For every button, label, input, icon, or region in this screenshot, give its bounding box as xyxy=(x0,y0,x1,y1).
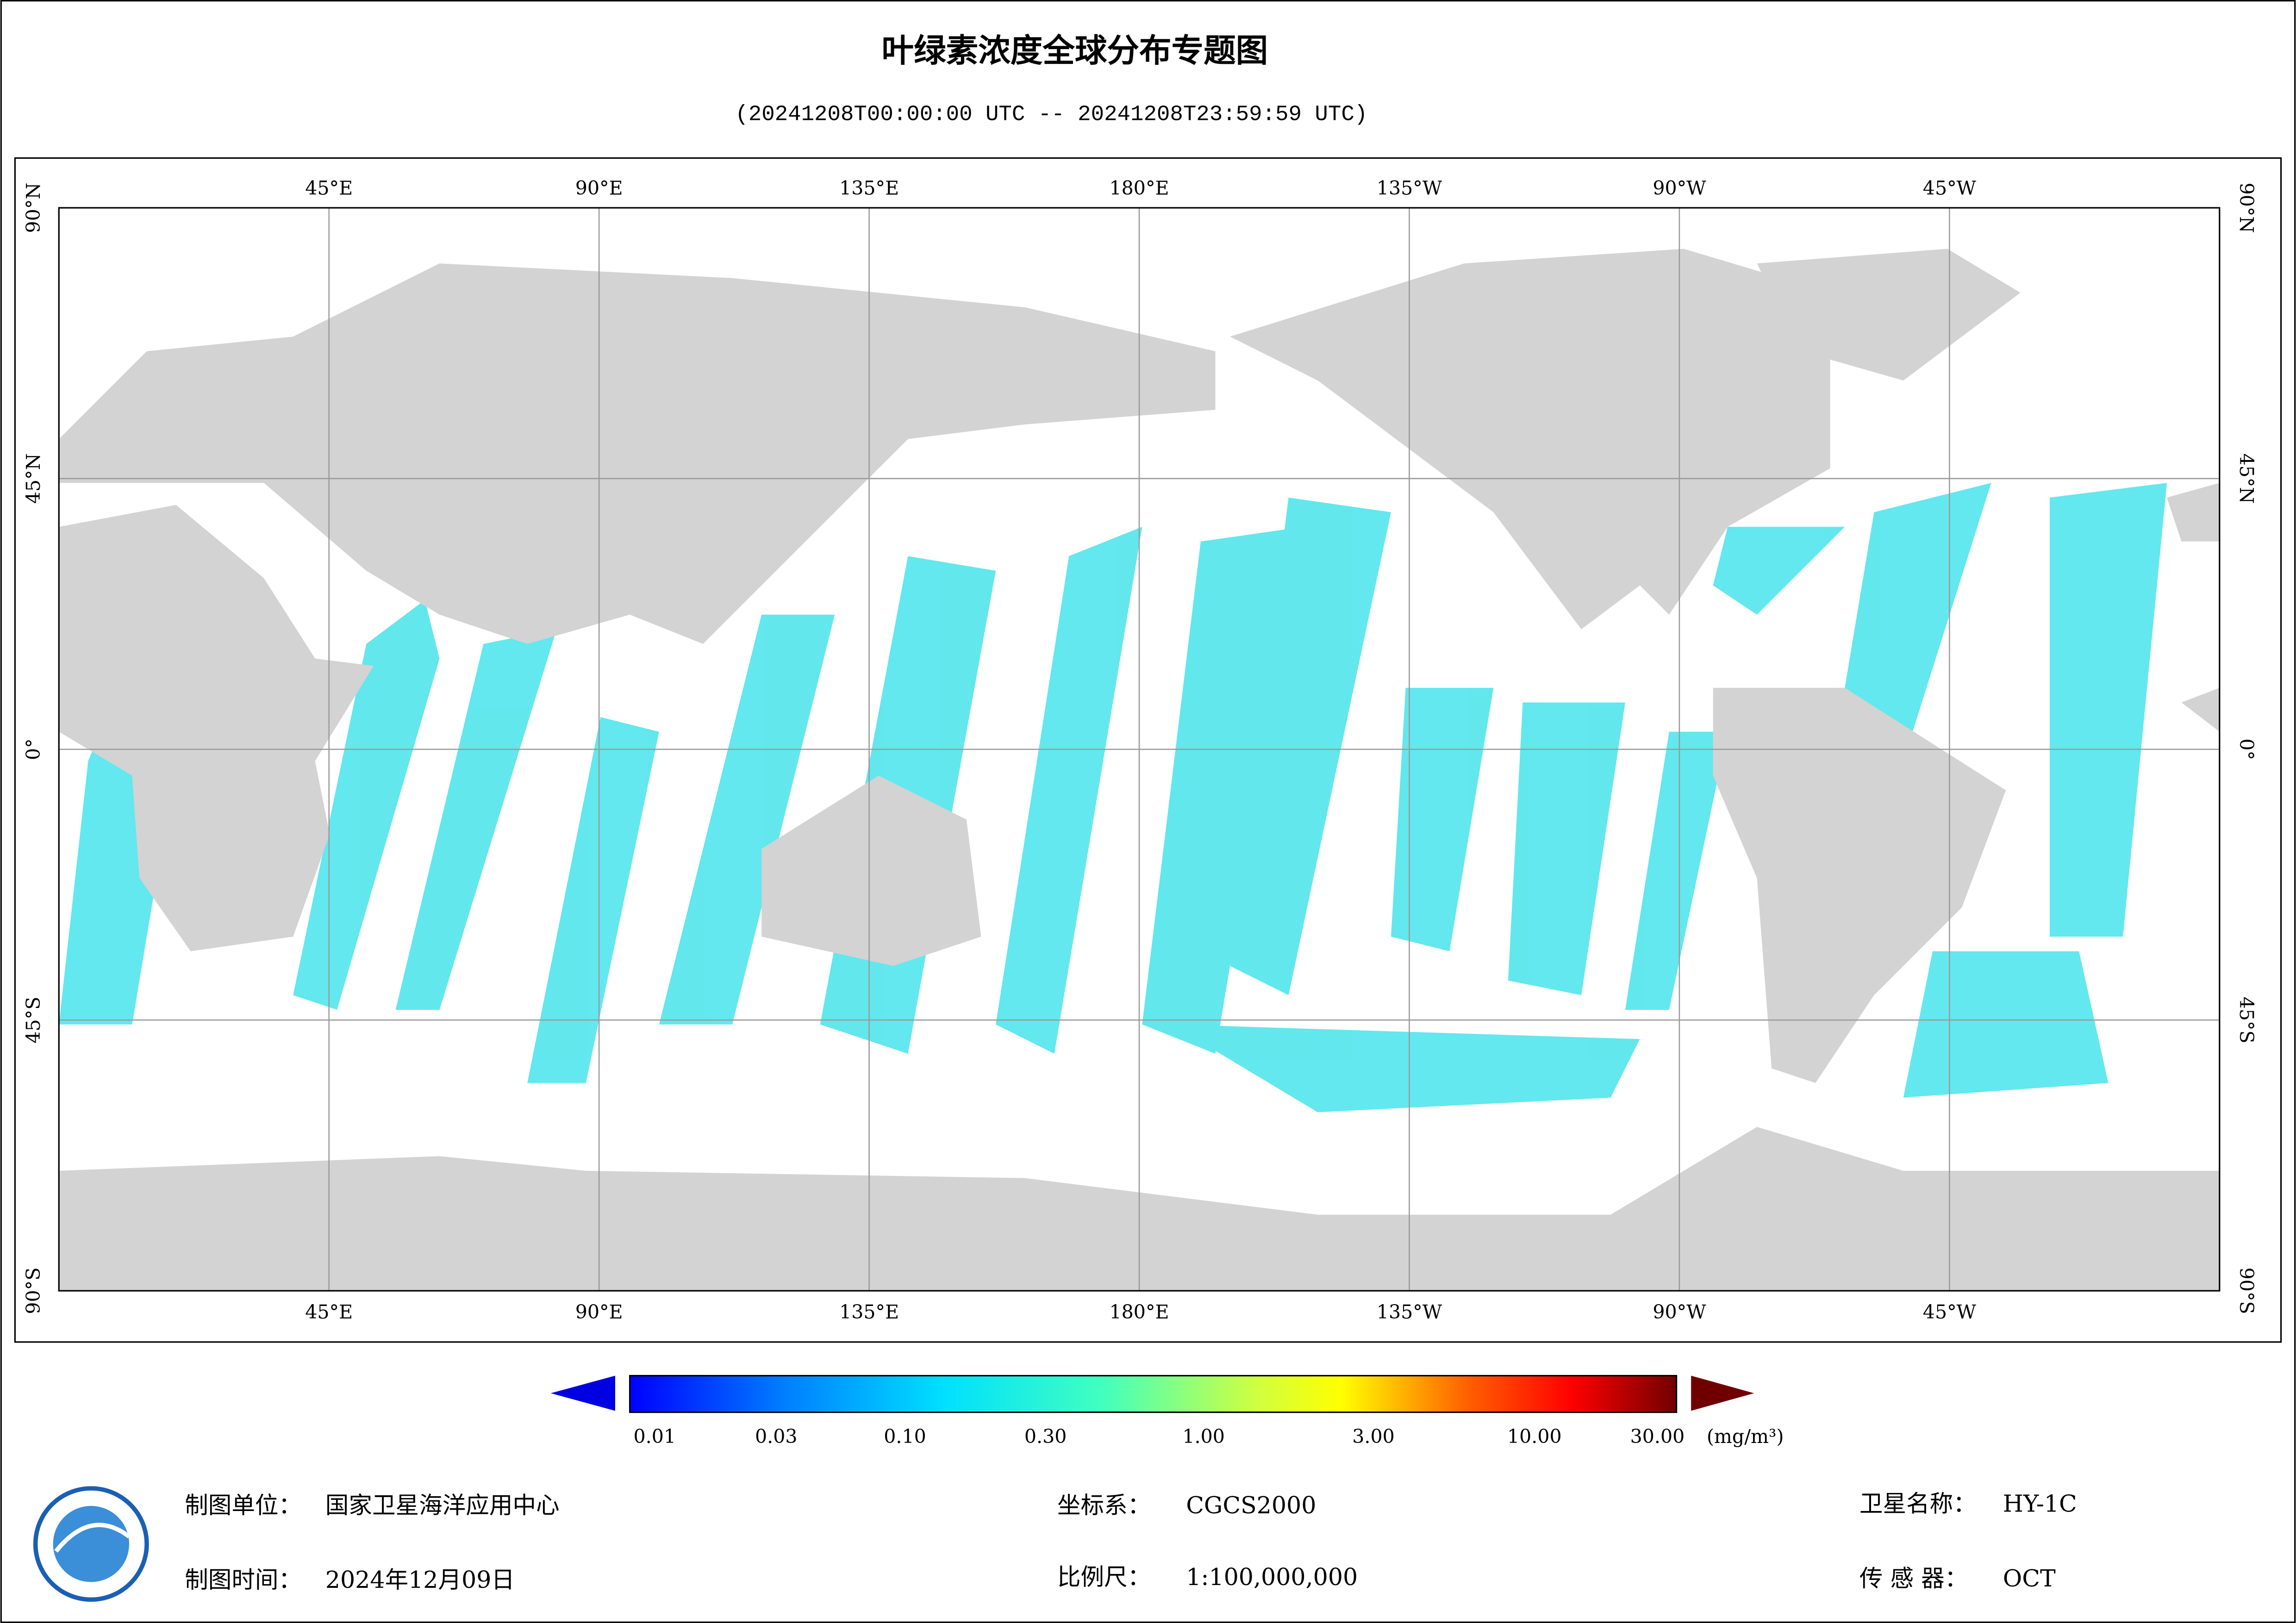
colorbar-label: 3.00 xyxy=(1352,1425,1395,1448)
footer-value: 1:100,000,000 xyxy=(1186,1563,1358,1591)
lon-label: 45°W xyxy=(1923,177,1977,199)
subtitle: (20241208T00:00:00 UTC -- 20241208T23:59… xyxy=(735,102,1367,127)
lon-label: 45°W xyxy=(1923,1301,1977,1323)
footer-label: 比例尺： xyxy=(1057,1563,1151,1591)
lon-label: 90°E xyxy=(575,1301,623,1323)
footer-label: 卫星名称： xyxy=(1859,1490,1977,1517)
footer-value: CGCS2000 xyxy=(1186,1492,1316,1519)
lat-label: 45°N xyxy=(2235,454,2258,504)
colorbar-high-arrow xyxy=(1691,1375,1754,1411)
lat-label: 90°N xyxy=(22,183,44,233)
footer-value: HY-1C xyxy=(2003,1490,2077,1517)
colorbar-label: 1.00 xyxy=(1182,1425,1225,1448)
colorbar-label: 0.30 xyxy=(1024,1425,1067,1448)
footer-label: 制图单位： xyxy=(185,1492,302,1519)
map-body xyxy=(59,249,2220,1291)
footer-label: 坐标系： xyxy=(1057,1492,1151,1519)
data-swaths xyxy=(59,483,2167,1113)
colorbar-label: 30.00 xyxy=(1630,1425,1685,1448)
lat-label: 45°S xyxy=(2235,997,2258,1044)
graticule xyxy=(59,208,2220,1291)
lat-label: 90°N xyxy=(2235,183,2258,233)
lon-label: 45°E xyxy=(305,177,353,199)
lon-label: 180°E xyxy=(1110,1301,1169,1323)
lon-label: 135°W xyxy=(1377,1301,1442,1323)
lat-label: 0° xyxy=(22,739,44,760)
lon-label: 90°W xyxy=(1653,1301,1706,1323)
lat-label: 45°S xyxy=(22,997,44,1044)
colorbar-unit: (mg/m³) xyxy=(1707,1425,1784,1448)
colorbar-label: 0.01 xyxy=(634,1425,676,1448)
lon-label: 135°W xyxy=(1377,177,1442,199)
footer-value: 2024年12月09日 xyxy=(325,1566,515,1593)
footer-value: OCT xyxy=(2003,1565,2056,1592)
map-frame xyxy=(14,157,2282,1343)
colorbar-label: 10.00 xyxy=(1507,1425,1562,1448)
footer-label: 制图时间： xyxy=(185,1566,302,1593)
map-border xyxy=(58,207,2221,1292)
colorbar-label: 0.10 xyxy=(884,1425,926,1448)
footer-value: 国家卫星海洋应用中心 xyxy=(325,1492,560,1519)
lon-label: 90°E xyxy=(575,177,623,199)
title: 叶绿素浓度全球分布专题图 xyxy=(882,32,1268,69)
lat-label: 90°S xyxy=(22,1268,44,1314)
lon-label: 180°E xyxy=(1110,177,1169,199)
colorbar-label: 0.03 xyxy=(755,1425,798,1448)
lat-label: 90°S xyxy=(2235,1268,2258,1314)
footer-label: 传 感 器： xyxy=(1859,1565,1968,1592)
colorbar xyxy=(629,1374,1678,1413)
logo xyxy=(33,1486,149,1602)
lon-label: 45°E xyxy=(305,1301,353,1323)
colorbar-low-arrow xyxy=(550,1375,615,1411)
lon-label: 90°W xyxy=(1653,177,1706,199)
lat-label: 0° xyxy=(2235,739,2258,760)
lon-label: 135°E xyxy=(839,1301,899,1323)
lon-label: 135°E xyxy=(839,177,899,199)
lat-label: 45°N xyxy=(22,454,44,504)
